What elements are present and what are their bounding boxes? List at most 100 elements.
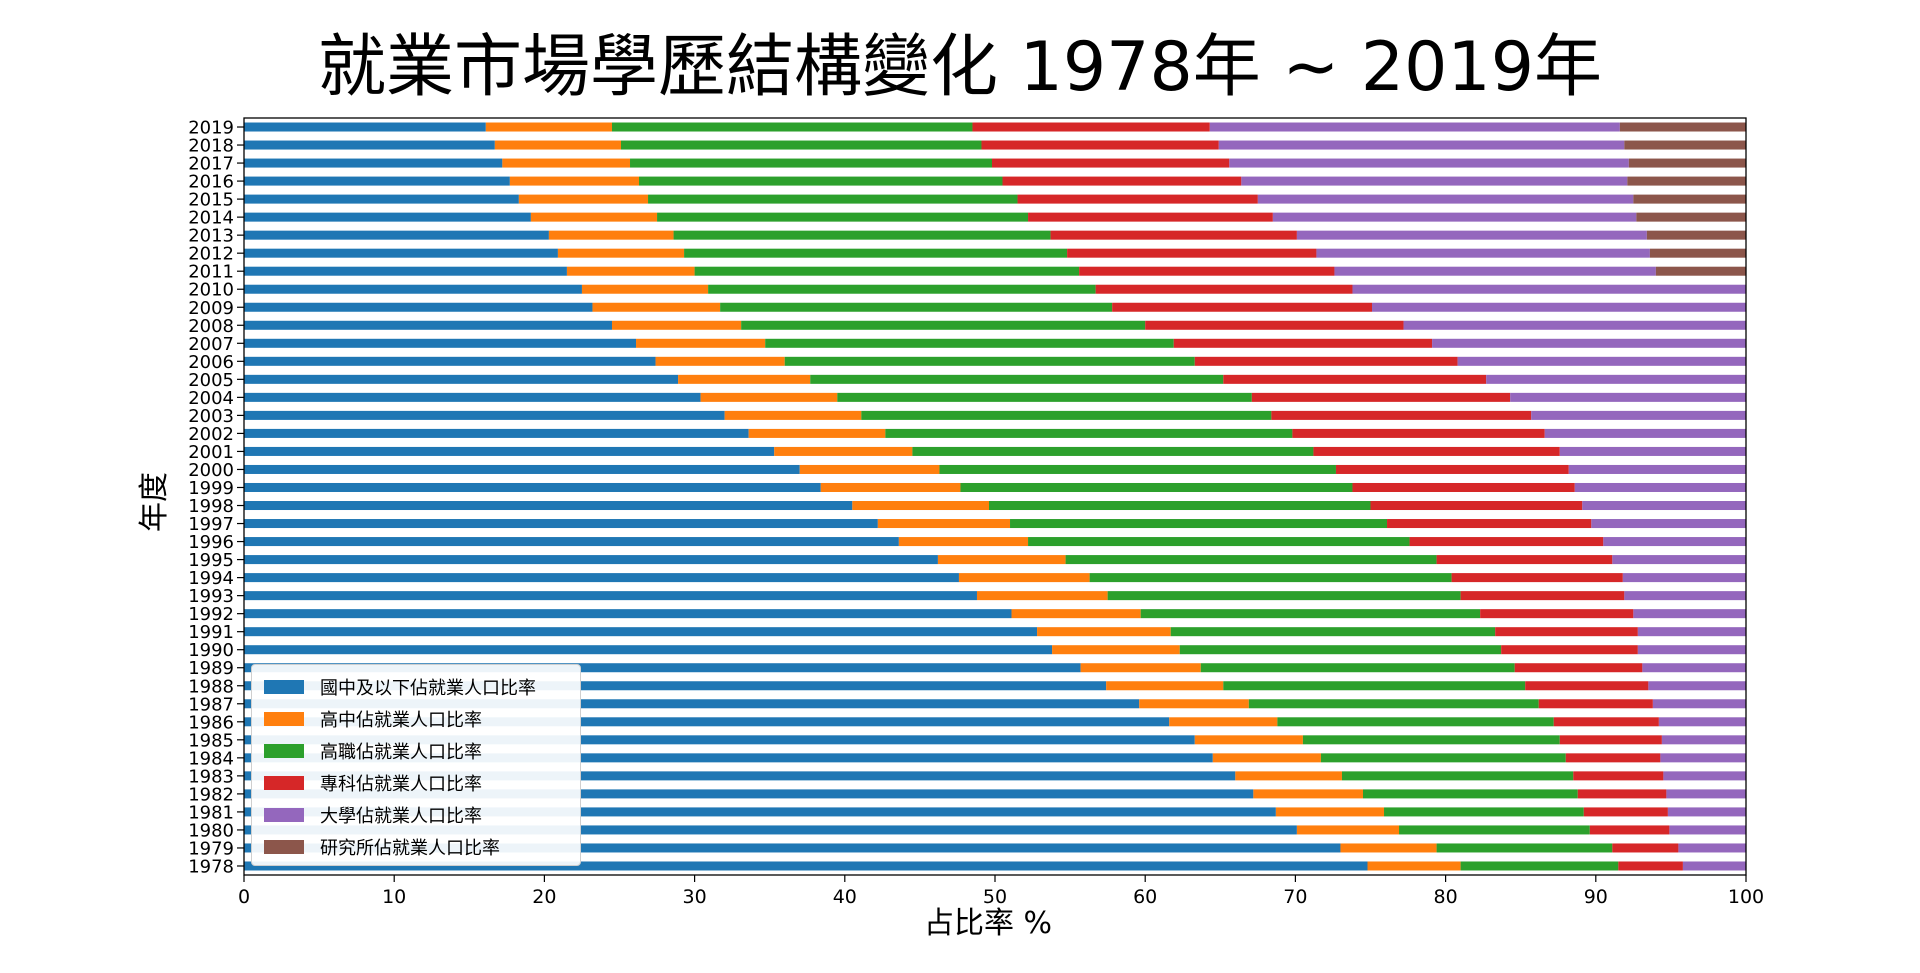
bar-segment [1209, 122, 1620, 132]
bar-segment [960, 482, 1353, 492]
x-axis-label: 占比率 % [924, 906, 1052, 941]
bar-segment [694, 266, 1080, 276]
bar-segment [244, 194, 519, 204]
bar-segment [1658, 717, 1746, 727]
bar-segment [530, 212, 658, 222]
bar-segment [1079, 266, 1335, 276]
bar-segment [1320, 753, 1566, 763]
bar-segment [244, 302, 593, 312]
y-tick-label: 1985 [188, 730, 234, 751]
bar-segment [244, 320, 612, 330]
bar-segment [1622, 573, 1746, 583]
bar-segment [244, 663, 1081, 673]
legend-item: 研究所佔就業人口比率 [264, 831, 568, 863]
y-tick-label: 2018 [188, 136, 234, 157]
y-tick-label: 1990 [188, 640, 234, 661]
y-tick-label: 1989 [188, 658, 234, 679]
bar-segment [1218, 140, 1625, 150]
bar-segment [1619, 122, 1746, 132]
bar-segment [244, 645, 1053, 655]
bar-segment [1089, 573, 1452, 583]
bar-segment [678, 374, 811, 384]
bar-segment [1603, 537, 1746, 547]
bar-segment [1251, 392, 1511, 402]
bar-segment [1409, 537, 1604, 547]
bar-segment [724, 410, 862, 420]
bar-segment [741, 320, 1146, 330]
bar-segment [1531, 410, 1746, 420]
bar-segment [810, 374, 1224, 384]
bar-segment [1591, 519, 1746, 529]
bar-segment [1112, 302, 1373, 312]
bar-segment [1652, 699, 1746, 709]
bar-segment [1241, 176, 1628, 186]
bar-segment [1194, 356, 1458, 366]
y-tick-label: 1987 [188, 694, 234, 715]
legend-item: 專科佔就業人口比率 [264, 767, 568, 799]
y-tick-label: 1994 [188, 568, 234, 589]
bar-segment [1573, 771, 1664, 781]
bar-segment [244, 248, 558, 258]
y-tick-label: 1984 [188, 748, 234, 769]
bar-segment [1145, 320, 1404, 330]
bar-segment [1655, 266, 1746, 276]
y-tick-label: 1979 [188, 838, 234, 859]
bar-segment [1514, 663, 1643, 673]
bar-segment [485, 122, 612, 132]
legend-swatch [264, 712, 304, 726]
bar-segment [1052, 645, 1180, 655]
bar-segment [898, 537, 1029, 547]
bar-segment [1334, 266, 1656, 276]
x-axis: 0 10 20 30 40 50 60 70 80 90 100 [238, 875, 1764, 908]
bar-segment [852, 501, 989, 511]
legend-label: 研究所佔就業人口比率 [320, 838, 500, 859]
bar-segment [1352, 482, 1575, 492]
y-tick-label: 2008 [188, 316, 234, 337]
y-tick-label: 2011 [188, 262, 234, 283]
legend-item: 高職佔就業人口比率 [264, 735, 568, 767]
bar-segment [1200, 663, 1515, 673]
bar-segment [1661, 735, 1746, 745]
y-tick-label: 1996 [188, 532, 234, 553]
bar-segment [621, 140, 982, 150]
bar-segment [799, 464, 940, 474]
bar-segment [244, 158, 503, 168]
bar-segment [1080, 663, 1201, 673]
bar-segment [1017, 194, 1258, 204]
bar-segment [1436, 555, 1613, 565]
bar-segment [244, 356, 656, 366]
x-tick-label: 20 [532, 886, 556, 908]
bar-segment [244, 735, 1195, 745]
y-tick-label: 1988 [188, 676, 234, 697]
bar-segment [1257, 194, 1634, 204]
bar-segment [820, 482, 961, 492]
y-tick-label: 1983 [188, 766, 234, 787]
bar-segment [877, 519, 1011, 529]
bar-segment [1525, 681, 1649, 691]
bar-segment [1460, 861, 1619, 871]
y-tick-label: 1986 [188, 712, 234, 733]
x-tick-label: 80 [1434, 886, 1458, 908]
bar-segment [1649, 248, 1746, 258]
bar-segment [244, 861, 1368, 871]
y-tick-label: 2005 [188, 370, 234, 391]
bar-segment [1624, 591, 1746, 601]
bar-segment [244, 501, 853, 511]
bar-segment [244, 212, 531, 222]
bar-segment [1636, 212, 1746, 222]
bar-segment [1559, 446, 1746, 456]
bar-segment [1384, 807, 1584, 817]
bar-segment [1648, 681, 1746, 691]
bar-segment [244, 789, 1254, 799]
bar-segment [1253, 789, 1363, 799]
bar-segment [244, 482, 821, 492]
x-tick-label: 0 [238, 886, 250, 908]
bar-segment [1235, 771, 1342, 781]
bar-segment [1544, 428, 1746, 438]
bar-segment [1480, 609, 1634, 619]
bar-segment [885, 428, 1293, 438]
bar-segment [1568, 464, 1746, 474]
y-tick-label: 2000 [188, 460, 234, 481]
bar-segment [958, 573, 1090, 583]
x-tick-label: 90 [1584, 886, 1608, 908]
